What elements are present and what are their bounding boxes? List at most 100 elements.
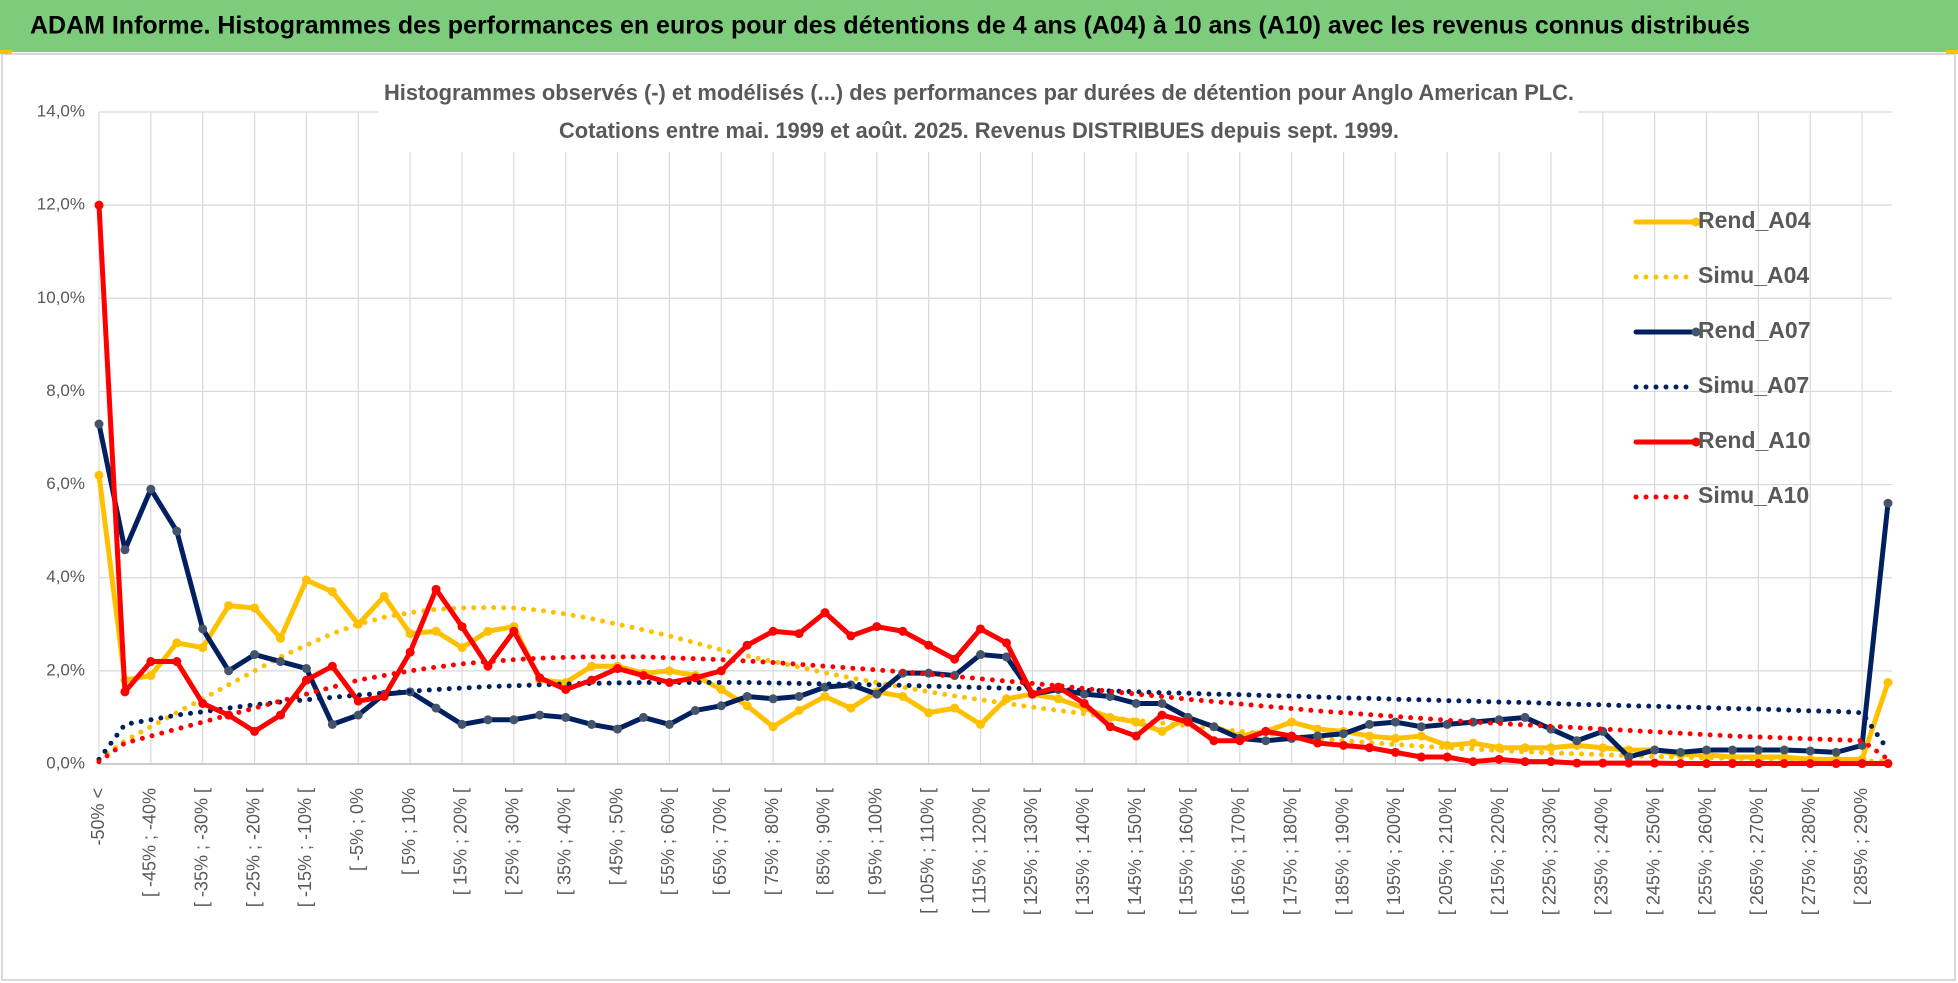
chart-subtitle: Cotations entre mai. 1999 et août. 2025.… (559, 118, 1399, 143)
data-point (1313, 724, 1323, 734)
data-point (1727, 759, 1737, 769)
data-point (172, 657, 182, 667)
data-point (1157, 698, 1167, 708)
x-tick-label: [ -5% ; 0% (347, 788, 367, 871)
data-point (1702, 759, 1712, 769)
x-tick-label: [ -25% ; -20% [ (243, 788, 263, 907)
data-point (483, 626, 493, 636)
data-point (94, 200, 104, 210)
data-point (379, 591, 389, 601)
data-point (820, 691, 830, 701)
data-point (224, 601, 234, 611)
data-point (1053, 694, 1063, 704)
series-line (96, 472, 1891, 762)
data-point (198, 643, 208, 653)
data-point (1079, 698, 1089, 708)
data-point (431, 626, 441, 636)
data-point (250, 650, 260, 660)
data-point (1364, 743, 1374, 753)
data-point (794, 691, 804, 701)
data-point (1624, 758, 1634, 768)
y-tick-label: 14,0% (37, 101, 85, 120)
data-point (1364, 719, 1374, 729)
data-point (794, 629, 804, 639)
data-point (1235, 736, 1245, 746)
data-point (1468, 757, 1478, 767)
x-tick-label: [ 95% ; 100% (866, 788, 886, 895)
data-point (976, 624, 986, 634)
legend-label: Rend_A04 (1698, 207, 1811, 233)
data-point (509, 715, 519, 725)
data-point (275, 710, 285, 720)
y-tick-label: 0,0% (46, 753, 85, 772)
data-point (1857, 759, 1867, 769)
data-point (120, 687, 130, 697)
x-tick-label: [ 165% ; 170% [ (1229, 788, 1249, 915)
header-band (0, 0, 1958, 52)
data-point (1287, 731, 1297, 741)
data-point (1494, 754, 1504, 764)
data-point (587, 675, 597, 685)
data-point (1442, 752, 1452, 762)
data-point (716, 684, 726, 694)
x-tick-label: [ 235% ; 240% [ (1592, 788, 1612, 915)
data-point (535, 710, 545, 720)
data-point (716, 666, 726, 676)
data-point (1520, 712, 1530, 722)
data-point (353, 710, 363, 720)
x-tick-label: [ 5% ; 10% (399, 788, 419, 875)
data-point (1831, 759, 1841, 769)
x-tick-label: [ 65% ; 70% [ (710, 788, 730, 895)
data-point (275, 657, 285, 667)
data-point (1390, 733, 1400, 743)
x-tick-label: [ 285% ; 290% (1851, 788, 1871, 905)
legend-label: Simu_A10 (1698, 482, 1809, 508)
data-point (1520, 757, 1530, 767)
data-point (405, 629, 415, 639)
data-point (1546, 743, 1556, 753)
data-point (1209, 722, 1219, 732)
data-point (950, 703, 960, 713)
data-point (224, 666, 234, 676)
x-tick-label: [ 265% ; 270% [ (1747, 788, 1767, 915)
data-point (638, 671, 648, 681)
y-tick-label: 6,0% (46, 474, 85, 493)
data-point (872, 689, 882, 699)
x-tick-label: [ 185% ; 190% [ (1332, 788, 1352, 915)
x-tick-label: [ 275% ; 280% [ (1799, 788, 1819, 915)
y-tick-label: 10,0% (37, 288, 85, 307)
data-point (198, 698, 208, 708)
data-point (1209, 736, 1219, 746)
data-point (846, 631, 856, 641)
data-point (742, 691, 752, 701)
data-point (405, 647, 415, 657)
data-point (1753, 745, 1763, 755)
data-point (509, 626, 519, 636)
x-tick-label: [ 245% ; 250% [ (1643, 788, 1663, 915)
data-point (457, 643, 467, 653)
data-point (146, 484, 156, 494)
data-point (664, 666, 674, 676)
x-tick-label: [ 135% ; 140% [ (1073, 788, 1093, 915)
data-point (1416, 722, 1426, 732)
data-point (172, 526, 182, 536)
data-point (431, 703, 441, 713)
data-point (1339, 740, 1349, 750)
legend-marker (1691, 327, 1701, 337)
data-point (1676, 747, 1686, 757)
data-point (561, 684, 571, 694)
data-point (250, 726, 260, 736)
data-point (250, 603, 260, 613)
data-point (94, 419, 104, 429)
data-point (638, 712, 648, 722)
data-point (1779, 759, 1789, 769)
data-point (1261, 736, 1271, 746)
y-tick-label: 12,0% (37, 195, 85, 214)
x-tick-label: [ -15% ; -10% [ (295, 788, 315, 907)
data-point (146, 657, 156, 667)
y-tick-label: 2,0% (46, 660, 85, 679)
series-line (96, 654, 1891, 765)
chart-title: Histogrammes observés (-) et modélisés (… (384, 80, 1574, 105)
x-tick-label: -50% < (88, 788, 108, 846)
